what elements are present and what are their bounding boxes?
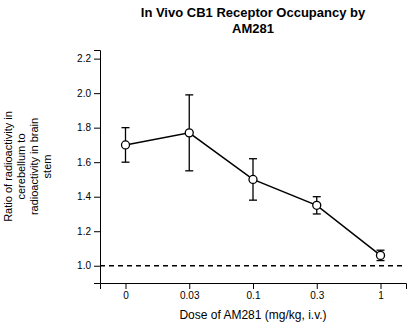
x-tick-label: 0.3 xyxy=(310,290,324,301)
y-tick: 1.6 xyxy=(77,157,100,168)
title-line: AM281 xyxy=(232,21,274,36)
title: In Vivo CB1 Receptor Occupancy byAM281 xyxy=(141,5,366,36)
point xyxy=(122,141,130,149)
y-tick-mark xyxy=(94,162,100,163)
point xyxy=(185,129,193,137)
y-tick-label: 1.4 xyxy=(77,191,91,202)
y-axis-title-line: cerebellum to xyxy=(15,133,27,199)
y-tick-mark xyxy=(94,128,100,129)
x-tick-label: 0 xyxy=(123,290,129,301)
y-axis-title-line: stem xyxy=(41,155,53,179)
y-tick-label: 2.0 xyxy=(77,88,91,99)
x-tick-mark xyxy=(381,283,382,289)
title-line: In Vivo CB1 Receptor Occupancy by xyxy=(141,5,366,20)
y-tick: 2.2 xyxy=(77,53,100,64)
y-tick: 1.2 xyxy=(77,226,100,237)
error-bar xyxy=(249,159,257,200)
point xyxy=(249,175,257,183)
y-tick-label: 1.8 xyxy=(77,122,91,133)
y-tick-mark xyxy=(94,197,100,198)
x-tick: 1 xyxy=(378,283,384,301)
error-bar-cap xyxy=(313,213,321,214)
y-tick-mark xyxy=(94,231,100,232)
y-tick: 1.8 xyxy=(77,122,100,133)
error-bar-cap xyxy=(249,158,257,159)
error-bar-cap xyxy=(185,94,193,95)
error-bar xyxy=(377,250,385,260)
y-tick-mark xyxy=(94,59,100,60)
error-bar-cap xyxy=(313,196,321,197)
plot: 1.0 1.2 1.4 1.6 1.8 2.0 2.2 0 0.03 0.1 0.3 1 xyxy=(77,51,406,302)
reference-line xyxy=(100,265,406,266)
error-bar-cap xyxy=(377,250,385,251)
x-tick: 0.3 xyxy=(310,283,324,301)
x-tick-label: 0.1 xyxy=(247,290,261,301)
error-bar xyxy=(185,95,193,171)
x-axis: 0 0.03 0.1 0.3 1 xyxy=(101,283,407,301)
x-axis-title: Dose of AM281 (mg/kg, i.v.) xyxy=(179,308,326,322)
y-tick: 1.0 xyxy=(77,260,100,271)
y-tick: 1.4 xyxy=(77,191,100,202)
point xyxy=(377,251,385,259)
error-bar-cap xyxy=(122,127,130,128)
error-bar-cap xyxy=(249,200,257,201)
y-tick-label: 1.2 xyxy=(77,226,91,237)
point xyxy=(313,201,321,209)
x-tick-label: 1 xyxy=(378,290,384,301)
y-tick: 2.0 xyxy=(77,88,100,99)
y-tick-mark xyxy=(94,266,100,267)
y-tick-label: 2.2 xyxy=(77,53,91,64)
x-tick: 0.1 xyxy=(247,283,261,301)
x-tick: 0 xyxy=(123,283,129,301)
error-bar xyxy=(122,128,130,163)
y-axis: 1.0 1.2 1.4 1.6 1.8 2.0 2.2 xyxy=(77,51,100,284)
y-tick-label: 1.0 xyxy=(77,260,91,271)
x-tick: 0.03 xyxy=(180,283,200,301)
x-tick-mark xyxy=(253,283,254,289)
y-axis-line xyxy=(94,51,101,284)
error-bar-cap xyxy=(377,260,385,261)
line xyxy=(126,133,381,256)
y-axis-title: Ratio of radioactivity incerebellum tora… xyxy=(2,111,53,222)
x-tick-mark xyxy=(317,283,318,289)
y-tick-mark xyxy=(94,93,100,94)
y-axis-title-line: Ratio of radioactivity in xyxy=(2,111,14,222)
error-bar-cap xyxy=(122,162,130,163)
y-tick-label: 1.6 xyxy=(77,157,91,168)
error-bar-cap xyxy=(185,170,193,171)
chart: 1.0 1.2 1.4 1.6 1.8 2.0 2.2 0 0.03 0.1 0.3 1 In Vivo… xyxy=(0,0,420,329)
y-axis-title-line: radioactivity in brain xyxy=(28,118,40,215)
x-tick-mark xyxy=(126,283,127,289)
x-tick-label: 0.03 xyxy=(180,290,200,301)
error-bar xyxy=(313,197,321,214)
x-tick-mark xyxy=(189,283,190,289)
x-axis-line xyxy=(101,284,407,290)
marks xyxy=(100,95,406,266)
